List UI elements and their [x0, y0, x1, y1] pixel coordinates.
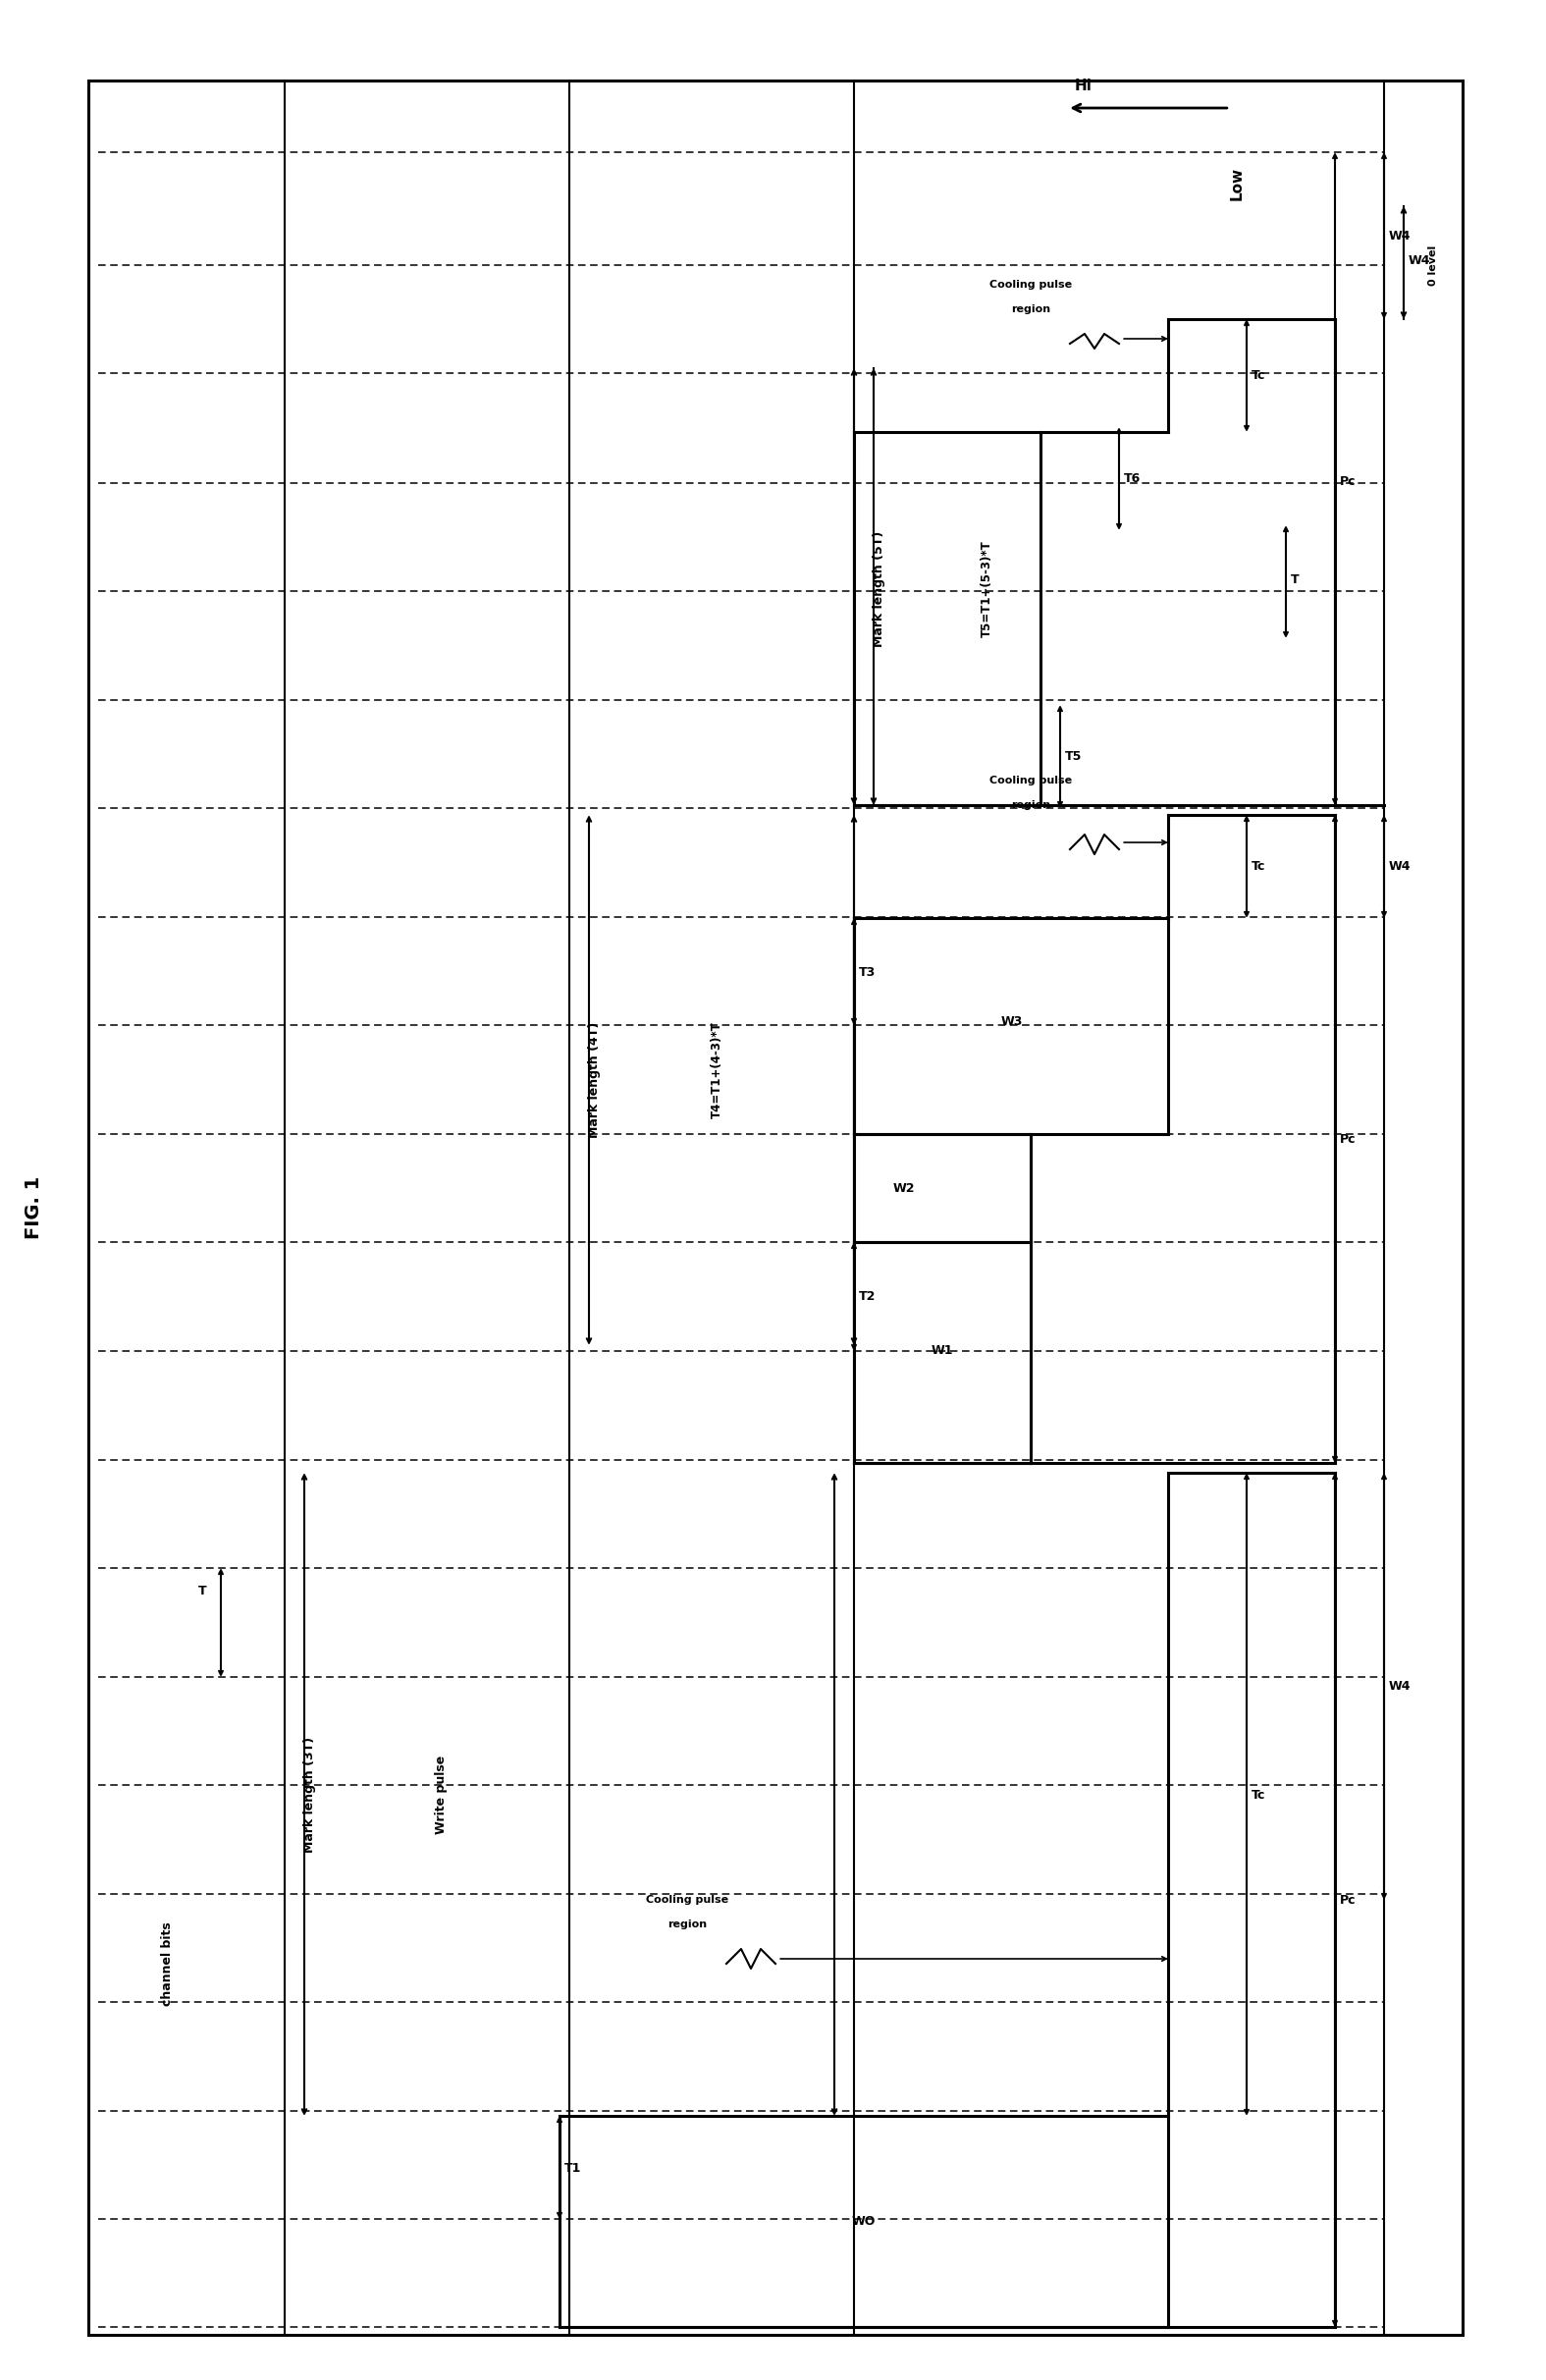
Text: region: region — [1011, 800, 1050, 809]
Text: T5: T5 — [1065, 750, 1082, 762]
Text: Mark length (3T): Mark length (3T) — [303, 1737, 315, 1852]
Text: T: T — [1291, 574, 1299, 585]
Text: Tc: Tc — [1252, 1787, 1266, 1802]
Text: FIG. 1: FIG. 1 — [25, 1176, 43, 1240]
Text: W2: W2 — [894, 1180, 915, 1195]
Text: W4: W4 — [1388, 1680, 1411, 1692]
Text: T1: T1 — [564, 2161, 581, 2175]
Text: W4: W4 — [1388, 228, 1411, 243]
Text: Pc: Pc — [1340, 1133, 1356, 1145]
Text: region: region — [668, 1921, 707, 1930]
Text: Cooling pulse: Cooling pulse — [989, 776, 1071, 785]
Text: T: T — [198, 1585, 206, 1597]
Text: Pc: Pc — [1340, 474, 1356, 488]
Text: Mark length (4T): Mark length (4T) — [587, 1021, 600, 1138]
Text: 0 level: 0 level — [1429, 245, 1438, 286]
Text: T4=T1+(4-3)*T: T4=T1+(4-3)*T — [710, 1021, 724, 1119]
Text: W4: W4 — [1408, 255, 1430, 267]
Text: WO: WO — [852, 2216, 875, 2228]
Text: channel bits: channel bits — [161, 1921, 173, 2006]
Text: Mark length (5T): Mark length (5T) — [872, 531, 884, 647]
Text: Low: Low — [1229, 167, 1245, 200]
Text: W3: W3 — [1002, 1014, 1023, 1028]
Text: T3: T3 — [860, 966, 877, 978]
Text: T5=T1+(5-3)*T: T5=T1+(5-3)*T — [980, 540, 993, 638]
Text: Tc: Tc — [1252, 369, 1266, 381]
Text: Cooling pulse: Cooling pulse — [646, 1894, 728, 1904]
Text: Hi: Hi — [1074, 79, 1093, 93]
Text: W1: W1 — [931, 1345, 954, 1357]
Text: Cooling pulse: Cooling pulse — [989, 281, 1071, 290]
Text: T6: T6 — [1124, 471, 1141, 486]
Text: Write pulse: Write pulse — [436, 1756, 448, 1835]
Text: T2: T2 — [860, 1290, 877, 1302]
Text: Tc: Tc — [1252, 859, 1266, 873]
Text: region: region — [1011, 305, 1050, 314]
Text: Pc: Pc — [1340, 1894, 1356, 1906]
Text: W4: W4 — [1388, 859, 1411, 873]
